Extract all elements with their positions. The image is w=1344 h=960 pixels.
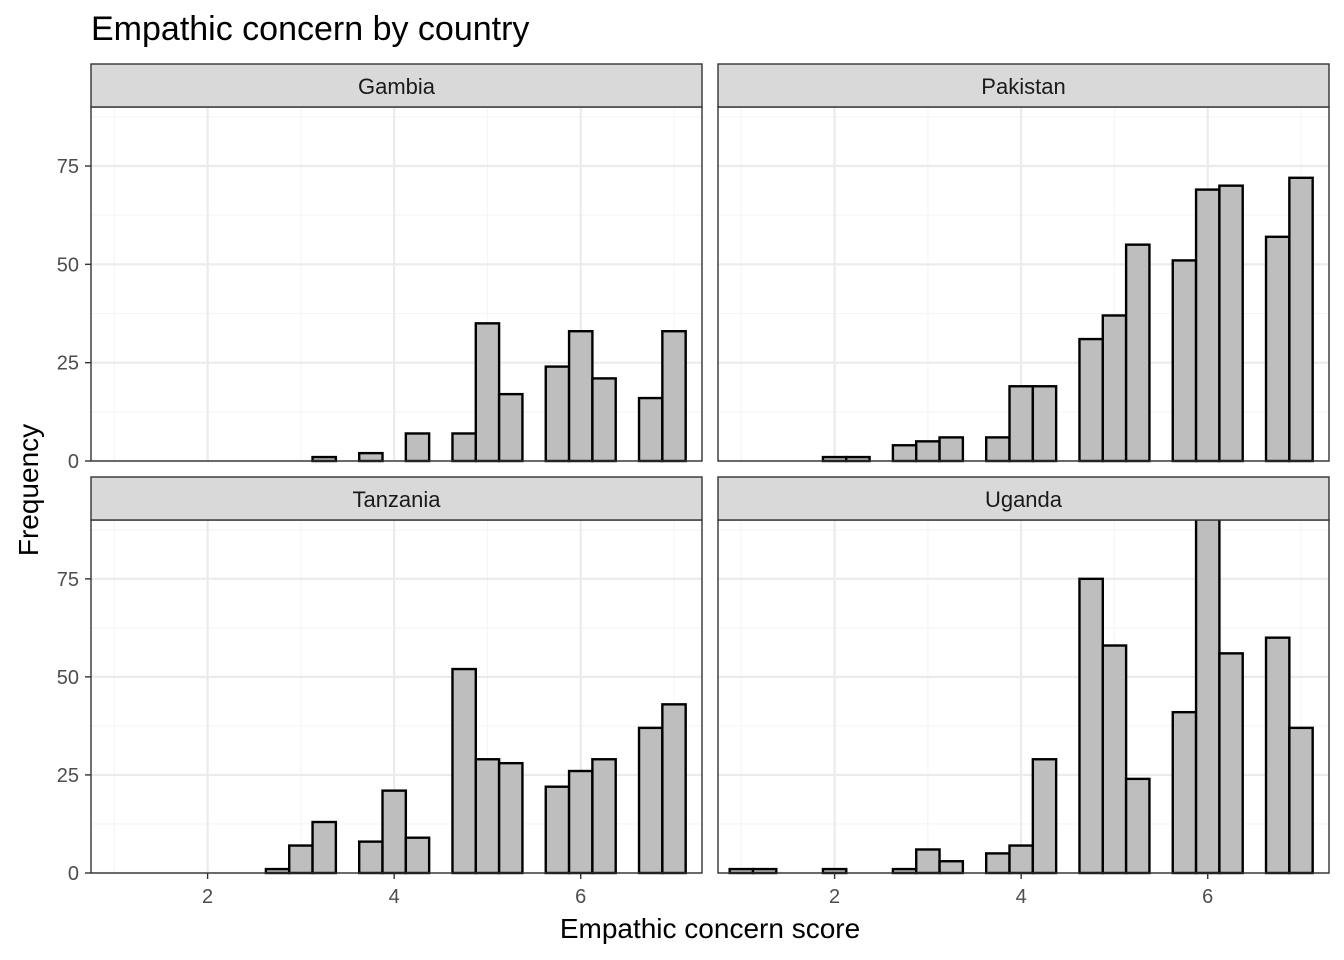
facet-strip (717, 476, 1330, 521)
y-tick-label: 50 (57, 254, 79, 276)
histogram-bar (915, 848, 941, 875)
histogram-bar (404, 432, 431, 463)
histogram-bar (915, 440, 941, 463)
facet-strip (90, 63, 703, 108)
facet-panel: Gambia 0 25 50 75 (57, 63, 703, 473)
facet-strip-label: Gambia (358, 74, 436, 99)
histogram-bar (357, 451, 384, 463)
histogram-bar (1124, 777, 1151, 875)
y-axis-title: Frequency (13, 424, 44, 556)
histogram-bar (1031, 758, 1058, 875)
histogram-bar (1264, 235, 1291, 463)
histogram-bar (1218, 184, 1244, 463)
histogram-bar (984, 852, 1011, 875)
histogram-bar (1008, 844, 1035, 875)
y-tick-label: 75 (57, 156, 79, 178)
facet-strip-label: Tanzania (352, 487, 441, 512)
facet-panel: Pakistan (717, 63, 1330, 463)
histogram-bar (567, 330, 594, 463)
histogram-bar (474, 758, 501, 875)
histogram-bar (1288, 726, 1314, 875)
y-tick-label: 0 (68, 451, 79, 473)
histogram-bar (1031, 385, 1058, 463)
histogram-bar (637, 396, 664, 463)
histogram-bar (938, 860, 965, 875)
histogram-bar (451, 667, 477, 875)
histogram-bar (1194, 514, 1221, 875)
histogram-bar (984, 436, 1011, 463)
histogram-bar (591, 758, 617, 875)
histogram-bar (1288, 176, 1314, 463)
histogram-bar (1264, 636, 1291, 875)
y-tick-label: 75 (57, 569, 79, 591)
y-tick-label: 25 (57, 353, 79, 375)
histogram-bar (544, 785, 571, 875)
histogram-bar (1171, 710, 1198, 875)
facet-panel: Uganda 2 4 6 (717, 476, 1330, 908)
y-tick-label: 25 (57, 765, 79, 787)
x-axis-title: Empathic concern score (560, 913, 860, 944)
facet-panel: Tanzania 0 25 50 75 2 4 6 (57, 476, 703, 908)
histogram-bar (1078, 577, 1104, 875)
histogram-bar (891, 444, 918, 463)
y-tick-label: 50 (57, 667, 79, 689)
histogram-bar (661, 703, 687, 875)
facet-strip (90, 476, 703, 521)
histogram-bar (1171, 259, 1198, 463)
histogram-bar (1101, 644, 1128, 875)
x-tick-label: 4 (1016, 886, 1027, 908)
histogram-bar (1194, 188, 1221, 463)
chart-title: Empathic concern by country (91, 10, 529, 48)
x-tick-label: 2 (829, 886, 840, 908)
x-tick-label: 6 (1202, 886, 1213, 908)
histogram-bar (1008, 385, 1035, 463)
facet-strip (717, 63, 1330, 108)
histogram-bar (544, 365, 571, 463)
histogram-bar (591, 377, 617, 463)
histogram-bar (404, 836, 431, 875)
y-tick-label: 0 (68, 863, 79, 885)
x-tick-label: 2 (202, 886, 213, 908)
histogram-bar (381, 789, 408, 875)
histogram-bar (1101, 314, 1128, 463)
histogram-bar (357, 840, 384, 875)
histogram-bar (451, 432, 477, 463)
histogram-bar (938, 436, 965, 463)
histogram-bar (497, 392, 524, 463)
histogram-bar (311, 820, 338, 875)
histogram-bar (567, 769, 594, 875)
histogram-bar (497, 761, 524, 875)
histogram-bar (1218, 652, 1244, 875)
histogram-bar (474, 322, 501, 463)
histogram-bar (1078, 337, 1104, 463)
histogram-bar (637, 726, 664, 875)
histogram-bar (661, 330, 687, 463)
x-tick-label: 6 (575, 886, 586, 908)
facet-strip-label: Pakistan (981, 74, 1065, 99)
histogram-bar (1124, 243, 1151, 463)
x-tick-label: 4 (389, 886, 400, 908)
facet-strip-label: Uganda (985, 487, 1063, 512)
histogram-bar (288, 844, 314, 875)
